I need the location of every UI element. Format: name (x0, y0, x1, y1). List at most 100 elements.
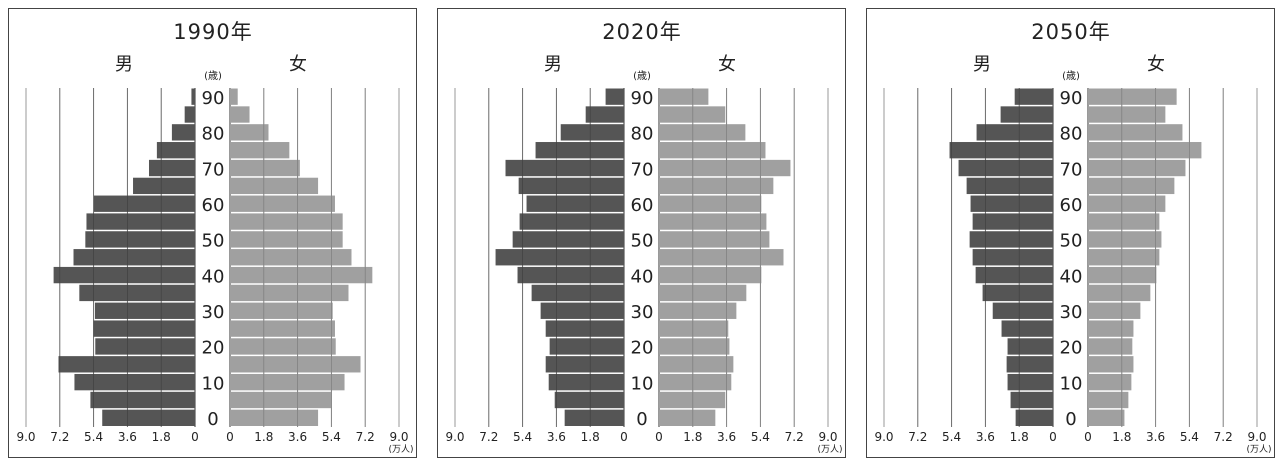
bar-male-55 (519, 213, 624, 230)
bar-female-60 (659, 195, 762, 212)
x-tick-label-female: 1.8 (1112, 430, 1131, 444)
age-tick-label: 40 (631, 266, 654, 287)
bar-male-0 (102, 409, 195, 426)
bar-male-30 (992, 302, 1053, 319)
bar-female-65 (659, 177, 774, 195)
bar-female-90 (1088, 88, 1177, 105)
age-tick-label: 60 (1060, 195, 1083, 216)
bar-female-35 (1088, 284, 1151, 302)
age-tick-label: 30 (202, 302, 225, 323)
bar-female-40 (659, 266, 762, 284)
male-label: 男 (973, 54, 991, 75)
bar-male-35 (982, 284, 1053, 302)
x-tick-label-male: 1.8 (152, 430, 171, 444)
male-label: 男 (115, 54, 133, 75)
x-tick-label-male: 7.2 (479, 430, 498, 444)
bar-male-60 (526, 195, 624, 212)
age-unit-label: (歳) (1062, 70, 1080, 82)
bar-female-5 (1088, 391, 1129, 409)
bar-male-55 (86, 213, 195, 230)
bar-male-20 (95, 338, 195, 355)
x-tick-label-female: 7.2 (785, 430, 804, 444)
bar-female-80 (659, 124, 746, 141)
x-tick-label-female: 9.0 (1247, 430, 1266, 444)
bar-female-10 (659, 373, 732, 391)
bar-male-75 (535, 142, 624, 159)
bar-female-45 (659, 249, 784, 266)
age-tick-label: 0 (207, 409, 218, 430)
x-tick-label-female: 5.4 (751, 430, 770, 444)
age-tick-label: 10 (202, 373, 225, 394)
x-tick-label-female: 0 (655, 430, 663, 444)
age-tick-label: 40 (1060, 266, 1083, 287)
bar-male-25 (93, 320, 195, 337)
x-tick-label-female: 9.0 (818, 430, 837, 444)
age-unit-label: (歳) (204, 70, 222, 82)
x-tick-label-male: 9.0 (445, 430, 464, 444)
pyramid-2050: 2050年男女 (歳) (万人) 9.0 7.2 5.4 3.6 1.8 0 0 1.8 3.6 5.4… (866, 8, 1275, 458)
bar-female-0 (230, 409, 319, 426)
bar-female-50 (659, 231, 770, 248)
bar-female-45 (1088, 249, 1160, 266)
bar-female-85 (659, 106, 726, 123)
age-tick-label: 50 (631, 231, 654, 252)
bar-female-65 (1088, 177, 1175, 195)
bar-female-35 (230, 284, 349, 302)
x-tick-label-male: 5.4 (84, 430, 103, 444)
bar-female-5 (230, 391, 332, 409)
chart-title: 1990年 (173, 20, 252, 44)
male-label: 男 (544, 54, 562, 75)
x-tick-label-male: 1.8 (581, 430, 600, 444)
bar-male-55 (972, 213, 1053, 230)
bar-female-65 (230, 177, 319, 195)
bar-male-10 (1007, 373, 1053, 391)
chart-title: 2020年 (602, 20, 681, 44)
bar-male-90 (605, 88, 624, 105)
bar-female-60 (230, 195, 335, 212)
bar-female-30 (1088, 302, 1141, 319)
bar-male-80 (171, 124, 195, 141)
age-tick-label: 70 (1060, 159, 1083, 180)
bar-male-90 (191, 88, 195, 105)
age-tick-label: 80 (202, 124, 225, 145)
bar-female-55 (659, 213, 767, 230)
x-tick-label-male: 0 (620, 430, 628, 444)
value-unit-label: (万人) (1246, 444, 1271, 455)
bar-male-0 (564, 409, 624, 426)
bar-female-30 (230, 302, 333, 319)
age-tick-label: 0 (1065, 409, 1076, 430)
bar-female-50 (1088, 231, 1162, 248)
bar-female-25 (230, 320, 335, 337)
bar-female-80 (1088, 124, 1183, 141)
age-unit-label: (歳) (633, 70, 651, 82)
bar-male-25 (1001, 320, 1053, 337)
bar-male-30 (540, 302, 624, 319)
pyramid-1990: 1990年男女 (歳) (万人) 9.0 7.2 5.4 3.6 1.8 0 0 1.8 3.6 5.4… (8, 8, 417, 458)
female-label: 女 (718, 54, 736, 75)
bar-male-0 (1015, 409, 1053, 426)
x-tick-label-female: 0 (226, 430, 234, 444)
x-tick-label-male: 5.4 (513, 430, 532, 444)
x-tick-label-female: 9.0 (389, 430, 408, 444)
age-tick-label: 60 (202, 195, 225, 216)
bar-female-75 (659, 142, 766, 159)
bar-male-40 (517, 266, 624, 284)
bar-female-55 (1088, 213, 1160, 230)
x-tick-label-male: 3.6 (118, 430, 137, 444)
bar-male-20 (1007, 338, 1053, 355)
x-tick-label-female: 3.6 (717, 430, 736, 444)
x-tick-label-female: 3.6 (288, 430, 307, 444)
x-tick-label-male: 3.6 (976, 430, 995, 444)
bar-male-5 (1010, 391, 1053, 409)
x-tick-label-male: 7.2 (50, 430, 69, 444)
bar-female-50 (230, 231, 343, 248)
age-tick-label: 40 (202, 266, 225, 287)
bar-female-90 (659, 88, 709, 105)
bar-female-20 (230, 338, 336, 355)
age-tick-label: 80 (1060, 124, 1083, 145)
bar-male-85 (1000, 106, 1053, 123)
bar-male-60 (970, 195, 1053, 212)
x-tick-label-male: 0 (1049, 430, 1057, 444)
x-tick-label-male: 1.8 (1010, 430, 1029, 444)
